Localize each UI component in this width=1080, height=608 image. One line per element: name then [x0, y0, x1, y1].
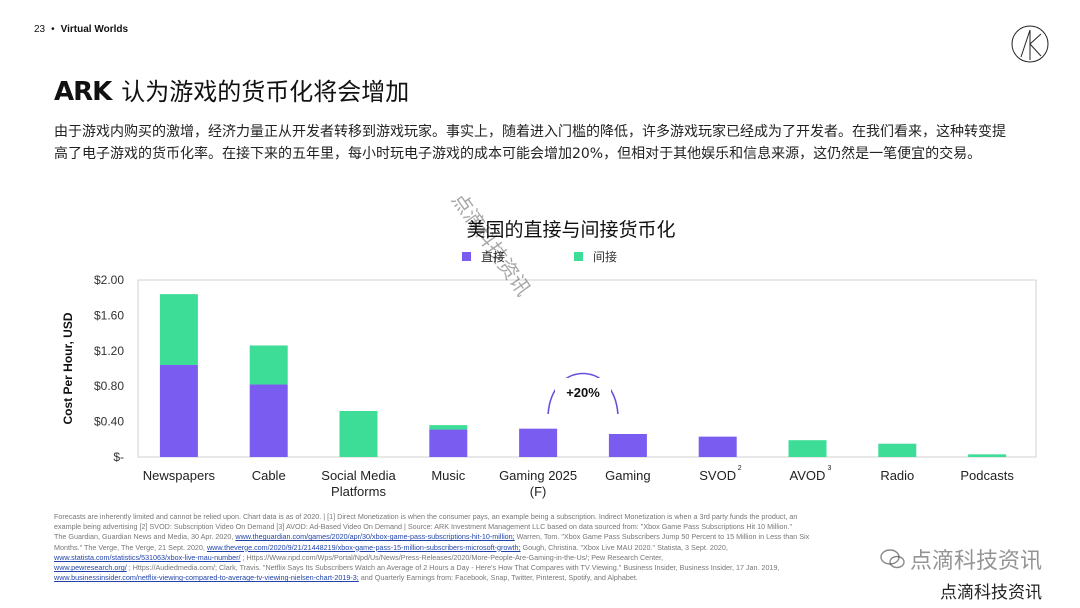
footnote-line: www.pewresearch.org/ ; Https://Audiedmed… [54, 563, 780, 573]
x-tick-label: Podcasts [960, 468, 1014, 483]
bar [788, 440, 827, 457]
chart-legend: 直接 间接 [462, 249, 617, 264]
x-tick-label: Radio [880, 468, 914, 483]
x-tick-label: (F) [530, 484, 547, 499]
brand-footer-text: 点滴科技资讯 [940, 583, 1042, 603]
y-tick-label: $1.20 [94, 344, 124, 358]
x-tick-label: Gaming [605, 468, 651, 483]
bar [878, 443, 917, 457]
footnote: Forecasts are inherently limited and can… [54, 512, 1044, 583]
y-tick-label: $2.00 [94, 273, 124, 287]
y-axis-label: Cost Per Hour, USD [61, 312, 75, 424]
title-text: 认为游戏的货币化将会增加 [121, 78, 410, 106]
bar [608, 433, 647, 457]
section-name: Virtual Worlds [60, 24, 129, 35]
x-tick-label: Newspapers [143, 468, 216, 483]
x-tick-label: Cable [252, 468, 286, 483]
y-tick-label: $- [113, 450, 124, 464]
annotation-label: +20% [566, 385, 600, 400]
footnote-line: www.businessinsider.com/netflix-viewing-… [54, 573, 638, 583]
bar [429, 425, 468, 430]
x-tick-label: Gaming 2025 [499, 468, 577, 483]
legend-swatch [574, 252, 583, 261]
footnote-line: The Guardian, Guardian News and Media, 3… [54, 532, 810, 542]
x-tick-superscript: 3 [828, 465, 832, 472]
ark-brand: ARK [54, 77, 112, 107]
bar [519, 428, 558, 457]
header-dot: • [51, 24, 55, 35]
legend-label: 间接 [593, 249, 617, 264]
y-tick-label: $0.40 [94, 415, 124, 429]
bar [159, 364, 198, 457]
bar [249, 345, 288, 385]
x-tick-label: Platforms [331, 484, 386, 499]
annotation-bg [555, 378, 611, 406]
source-link[interactable]: www.businessinsider.com/netflix-viewing-… [54, 573, 359, 583]
bar [249, 384, 288, 457]
bar [339, 410, 378, 457]
monetization-chart: 美国的直接与间接货币化 直接 间接 $-$0.40$0.80$1.20$1.60$… [61, 219, 1037, 499]
bar [159, 294, 198, 365]
footnote-line: example being advertising [2] SVOD: Subs… [54, 522, 793, 532]
y-axis: $- $0.40 $0.80 $1.20 $1.60 $2.00 [94, 273, 124, 464]
page-header: 23 • Virtual Worlds [34, 24, 128, 35]
body-paragraph: 由于游戏内购买的激增，经济力量正从开发者转移到游戏玩家。事实上，随着进入门槛的降… [54, 124, 1006, 162]
footnote-line: Forecasts are inherently limited and can… [54, 512, 798, 521]
bar-group [159, 294, 1007, 457]
growth-annotation: +20% [547, 372, 619, 415]
source-link[interactable]: www.pewresearch.org/ [54, 563, 127, 573]
y-tick-label: $1.60 [94, 308, 124, 322]
x-tick-label: Social Media [321, 468, 396, 483]
source-link[interactable]: www.statista.com/statistics/531063/xbox-… [54, 552, 241, 562]
footnote-line: Months." The Verge, The Verge, 21 Sept. … [54, 542, 728, 552]
source-link[interactable]: www.theverge.com/2020/9/21/21448219/xbox… [206, 542, 521, 552]
bar [698, 436, 737, 457]
brand-watermark-text: 点滴科技资讯 [909, 549, 1042, 574]
page-number: 23 [34, 24, 46, 35]
x-tick-label: Music [431, 468, 465, 483]
annotation-arc [547, 372, 619, 415]
x-tick-label: AVOD [790, 468, 826, 483]
wechat-icon [880, 549, 905, 569]
y-tick-label: $0.80 [94, 379, 124, 393]
bar [429, 429, 468, 457]
brand-watermark: 点滴科技资讯 [880, 543, 1042, 575]
slide-title: ARK 认为游戏的货币化将会增加 [54, 72, 409, 107]
legend-label: 直接 [481, 249, 505, 264]
x-tick-superscript: 2 [738, 465, 742, 472]
plot-frame [137, 279, 1037, 458]
bar [968, 454, 1007, 457]
legend-swatch [462, 252, 471, 261]
x-tick-label: SVOD [699, 468, 736, 483]
chart-title: 美国的直接与间接货币化 [466, 219, 675, 241]
source-link[interactable]: www.theguardian.com/games/2020/apr/30/xb… [235, 532, 515, 542]
ark-logo-icon [1011, 25, 1049, 63]
footnote-line: www.statista.com/statistics/531063/xbox-… [54, 552, 664, 562]
